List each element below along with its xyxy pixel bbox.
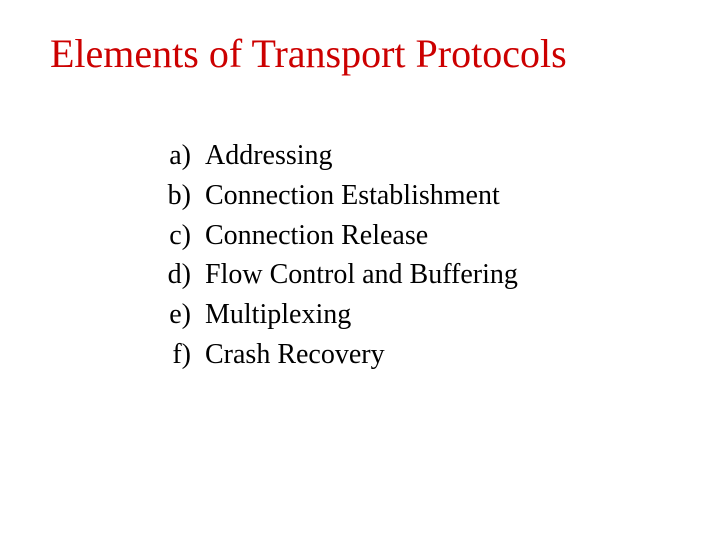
- list-text: Flow Control and Buffering: [205, 256, 670, 294]
- slide-container: Elements of Transport Protocols a) Addre…: [0, 0, 720, 540]
- list-marker: c): [155, 217, 205, 255]
- list-item: c) Connection Release: [155, 217, 670, 255]
- list-item: d) Flow Control and Buffering: [155, 256, 670, 294]
- list-item: b) Connection Establishment: [155, 177, 670, 215]
- list-marker: f): [155, 336, 205, 374]
- list-marker: d): [155, 256, 205, 294]
- slide-title: Elements of Transport Protocols: [50, 30, 670, 77]
- list-text: Multiplexing: [205, 296, 670, 334]
- list-item: f) Crash Recovery: [155, 336, 670, 374]
- list-marker: a): [155, 137, 205, 175]
- list-container: a) Addressing b) Connection Establishmen…: [50, 137, 670, 374]
- list-item: a) Addressing: [155, 137, 670, 175]
- list-marker: b): [155, 177, 205, 215]
- list-text: Connection Release: [205, 217, 670, 255]
- list-text: Addressing: [205, 137, 670, 175]
- list-marker: e): [155, 296, 205, 334]
- list-text: Connection Establishment: [205, 177, 670, 215]
- list-text: Crash Recovery: [205, 336, 670, 374]
- list-item: e) Multiplexing: [155, 296, 670, 334]
